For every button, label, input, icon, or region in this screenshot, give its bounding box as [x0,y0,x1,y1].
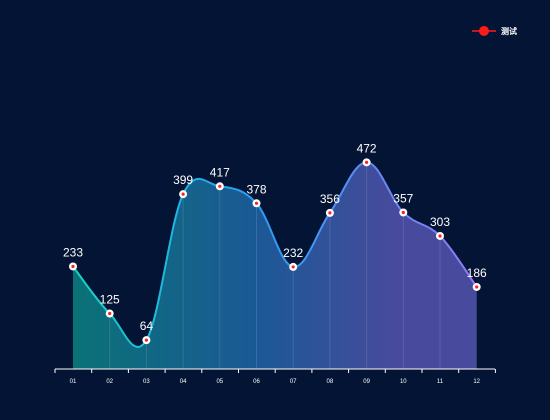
x-tick-label-10: 10 [400,379,407,385]
data-label-11: 303 [430,215,450,229]
data-label-07: 232 [283,246,303,260]
data-label-04: 399 [173,173,193,187]
data-label-10: 357 [393,191,413,205]
data-label-09: 472 [357,141,377,155]
x-tick-label-09: 09 [363,379,370,385]
data-point-dot [254,201,259,205]
legend-marker-icon [479,26,489,36]
data-label-12: 186 [467,266,487,280]
data-point-10 [399,208,408,217]
data-label-02: 125 [100,293,120,307]
data-point-09 [362,158,371,167]
data-point-dot [328,211,332,215]
data-point-04 [179,190,188,199]
x-tick-label-05: 05 [216,379,223,385]
data-point-dot [475,285,479,289]
data-point-dot [365,160,369,164]
data-points [69,158,481,345]
legend-label: 测试 [501,26,517,36]
x-tick-label-07: 07 [290,379,297,385]
x-tick-label-04: 04 [180,379,187,385]
data-point-dot [181,192,185,196]
data-point-dot [438,234,442,238]
x-tick-label-06: 06 [253,379,260,385]
x-tick-label-11: 11 [437,379,444,385]
x-axis: 01 02 03 04 05 06 07 08 09 10 11 12 [54,368,496,385]
data-point-07 [289,262,298,271]
series-area [73,162,477,369]
data-point-dot [218,184,222,188]
x-tick-label-12: 12 [473,379,480,385]
data-point-01 [69,262,77,271]
data-point-08 [325,208,334,217]
x-tick-label-08: 08 [327,379,334,385]
data-point-11 [436,231,444,240]
data-label-01: 233 [63,245,83,259]
x-tick-label-02: 02 [106,379,113,385]
x-tick-label-03: 03 [143,379,150,385]
data-labels: 233 125 64 399 417 378 232 356 472 357 303 186 [63,141,487,333]
data-point-05 [215,182,224,191]
data-point-02 [105,309,114,318]
data-point-dot [401,210,405,215]
data-label-08: 356 [320,192,340,206]
data-point-dot [291,265,295,269]
data-point-06 [252,199,261,208]
data-point-12 [472,282,481,291]
category-gridlines [109,162,441,369]
data-label-06: 378 [246,182,266,196]
chart-legend[interactable]: 测试 [472,26,517,36]
data-point-03 [142,336,151,345]
data-point-dot [71,264,75,269]
data-point-dot [108,311,112,316]
data-point-dot [144,338,148,342]
x-tick-label-01: 01 [70,379,77,385]
data-label-03: 64 [140,319,154,333]
data-label-05: 417 [210,165,230,179]
